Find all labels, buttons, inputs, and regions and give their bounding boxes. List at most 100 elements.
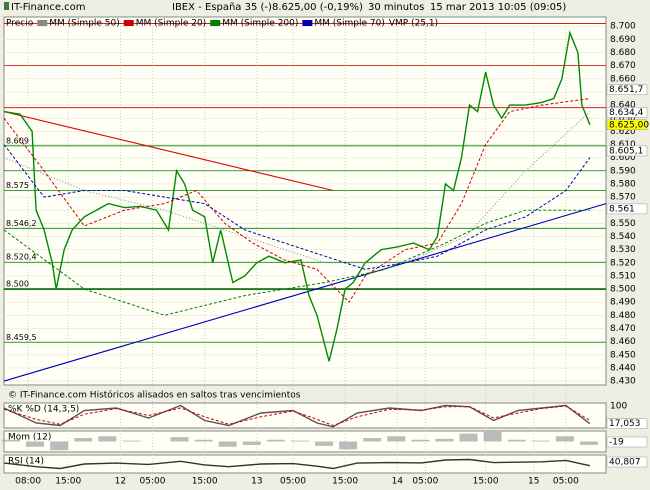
legend-label: MM (Simple 200) bbox=[222, 19, 298, 29]
price-marker-label: 8.651,7 bbox=[609, 85, 643, 95]
y-tick-label: 100 bbox=[610, 402, 627, 412]
y-tick-label: 8.570 bbox=[610, 193, 636, 203]
last-label: 17,053 bbox=[609, 419, 641, 429]
y-tick-label: 8.680 bbox=[610, 48, 636, 58]
panel-title: Mom (12) bbox=[8, 433, 51, 443]
last-marker bbox=[606, 418, 648, 429]
last-label: -19 bbox=[609, 438, 624, 448]
y-tick-label: 8.530 bbox=[610, 245, 636, 255]
mom-bar bbox=[266, 439, 285, 442]
mom-bar bbox=[315, 441, 334, 446]
mom-bar bbox=[411, 439, 430, 442]
series-line bbox=[3, 30, 591, 362]
legend-swatch bbox=[37, 20, 48, 26]
x-tick-label: 15:00 bbox=[192, 477, 218, 487]
level-label: 8.609 bbox=[6, 136, 29, 145]
legend-label: MM (Simple 50) bbox=[49, 19, 119, 29]
mom-bar bbox=[531, 440, 550, 442]
price-marker bbox=[606, 119, 648, 131]
legend-swatch bbox=[302, 20, 313, 26]
mom-bar bbox=[579, 441, 598, 445]
mom-bar bbox=[363, 438, 382, 442]
x-tick-label: 15:00 bbox=[55, 477, 81, 487]
mom-bar bbox=[459, 433, 478, 442]
instrument: IBEX - España 35 (-) bbox=[172, 2, 272, 13]
price-marker-label: 8.561 bbox=[609, 204, 635, 214]
price-marker-label: 8.634,4 bbox=[609, 108, 644, 118]
y-tick-label: 8.460 bbox=[610, 337, 636, 347]
x-tick-label: 05:00 bbox=[553, 477, 579, 487]
mom-bar bbox=[290, 440, 309, 442]
x-tick-label: 13 bbox=[251, 477, 262, 487]
mom-bar bbox=[2, 439, 20, 442]
legend-label: MM (Simple 70) bbox=[314, 19, 384, 29]
x-tick-label: 14 bbox=[392, 477, 404, 487]
x-tick-label: 05:00 bbox=[140, 477, 166, 487]
y-tick-label: 8.470 bbox=[610, 324, 636, 334]
mom-bar bbox=[218, 441, 237, 447]
y-tick-label: 8.690 bbox=[610, 35, 636, 45]
y-tick-label: 8.660 bbox=[610, 74, 636, 84]
last-label: 40,807 bbox=[609, 458, 641, 468]
price-marker bbox=[606, 145, 648, 157]
y-tick-label: 8.670 bbox=[610, 61, 636, 71]
series-line bbox=[3, 209, 590, 316]
y-tick-label: 8.600 bbox=[610, 153, 636, 163]
trendline bbox=[3, 111, 334, 192]
y-tick-label: 8.520 bbox=[610, 258, 636, 268]
y-tick-label: 8.700 bbox=[610, 22, 636, 32]
mom-bar bbox=[435, 438, 454, 442]
y-tick-label: 8.440 bbox=[610, 363, 636, 373]
x-tick-label: 12 bbox=[115, 477, 126, 487]
site: IT-Finance.com bbox=[11, 2, 86, 13]
level-label: 8.520,4 bbox=[6, 253, 37, 262]
y-tick-label: 8.630 bbox=[610, 114, 636, 124]
legend-swatch bbox=[210, 20, 221, 26]
mom-bar bbox=[339, 441, 358, 450]
mom-bar bbox=[483, 431, 502, 442]
y-tick-label: 8.620 bbox=[610, 127, 636, 137]
legend-label: Precio bbox=[6, 19, 34, 29]
series-line bbox=[3, 144, 591, 270]
y-tick-label: 8.610 bbox=[610, 140, 636, 150]
x-tick-label: 08:00 bbox=[15, 477, 41, 487]
panel-title: RSI (14) bbox=[8, 457, 44, 467]
mom-bar bbox=[170, 437, 189, 442]
panel-title: %K %D (14,3,5) bbox=[8, 405, 79, 415]
x-tick-label: 15:00 bbox=[332, 477, 358, 487]
x-tick-label: 15:00 bbox=[473, 477, 499, 487]
last-marker bbox=[606, 436, 648, 448]
mom-bar bbox=[387, 436, 406, 442]
mom-bar bbox=[507, 439, 526, 442]
level-label: 8.459,5 bbox=[6, 333, 37, 342]
mom-bar bbox=[122, 440, 141, 442]
price-marker bbox=[606, 203, 648, 215]
price-marker bbox=[606, 107, 648, 118]
y-tick-label: 8.500 bbox=[610, 285, 636, 295]
y-tick-label: 8.450 bbox=[610, 350, 636, 360]
x-tick-label: 05:00 bbox=[280, 477, 306, 487]
level-label: 8.500 bbox=[6, 280, 29, 289]
mom-bar bbox=[74, 438, 93, 442]
y-tick-label: 8.430 bbox=[610, 377, 636, 387]
stoch-line bbox=[3, 405, 591, 427]
level-label: 8.575 bbox=[6, 181, 29, 190]
mom-bar bbox=[26, 441, 45, 447]
trendline bbox=[3, 203, 607, 382]
series-line bbox=[3, 98, 590, 304]
y-tick-label: 8.590 bbox=[610, 166, 636, 176]
interval: 30 minutos bbox=[368, 2, 424, 13]
quote: 8.625,00 (-0,19%) bbox=[272, 2, 363, 13]
mom-bar bbox=[555, 436, 574, 442]
x-tick-label: 05:00 bbox=[412, 477, 438, 487]
y-tick-label: 8.580 bbox=[610, 179, 636, 189]
level-label: 8.546,2 bbox=[6, 219, 37, 228]
timestamp: 15 mar 2013 10:05 (09:05) bbox=[430, 2, 566, 13]
y-tick-label: 8.510 bbox=[610, 271, 636, 281]
legend-label: MM (Simple 20) bbox=[136, 19, 206, 29]
mom-bar bbox=[242, 441, 261, 445]
legend-label: VMP (25,1) bbox=[389, 19, 438, 29]
mom-bar bbox=[50, 441, 69, 451]
rsi-line bbox=[3, 458, 591, 470]
